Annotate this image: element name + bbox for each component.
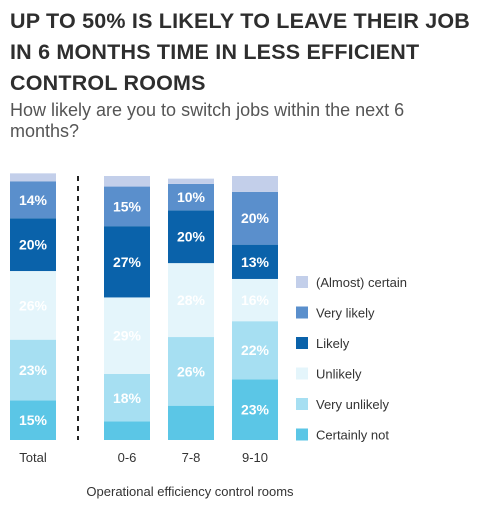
legend-swatch [296, 337, 308, 349]
bar-segment [104, 176, 150, 187]
legend-label: Very likely [316, 306, 375, 321]
data-label: 29% [113, 328, 142, 344]
bar-segment [10, 181, 56, 219]
data-label: 26% [177, 363, 206, 379]
legend-swatch [296, 276, 308, 288]
bar-segment [232, 321, 278, 380]
data-label: 15% [19, 412, 48, 428]
data-label: 22% [241, 342, 270, 358]
data-label: 28% [177, 292, 206, 308]
bar-group: 15% 23% 26% 20% 14% 18% 29% 27% 15% 26% 28% 20% 10% 2… [10, 173, 278, 440]
data-label: 20% [241, 210, 270, 226]
category-label: 7-8 [182, 450, 201, 465]
data-label: 20% [19, 237, 48, 253]
data-label: 20% [177, 229, 206, 245]
bar-segment [168, 178, 214, 184]
bar-segment [104, 297, 150, 374]
legend-label: Unlikely [316, 367, 362, 382]
data-label: 18% [113, 390, 142, 406]
data-label: 16% [241, 292, 270, 308]
bar-segment [10, 218, 56, 272]
data-label: 27% [113, 254, 142, 270]
data-label: 23% [241, 402, 270, 418]
legend-swatch [296, 306, 308, 319]
bar-segment [232, 191, 278, 245]
bar-segment [104, 186, 150, 227]
category-label: 9-10 [242, 450, 268, 465]
data-label: 13% [241, 254, 270, 270]
category-label: 0-6 [118, 450, 137, 465]
bar-segment [10, 339, 56, 401]
legend-label: Likely [316, 336, 350, 351]
legend-swatch [296, 428, 308, 441]
bar-segment [168, 210, 214, 264]
chart-title: UP TO 50% IS LIKELY TO LEAVE THEIR JOB I… [10, 9, 471, 95]
chart-subtitle: How likely are you to switch jobs within… [10, 100, 405, 141]
data-label: 14% [19, 192, 48, 208]
bar-segment [168, 405, 214, 440]
bar-segment [232, 379, 278, 440]
legend-swatch [296, 367, 308, 380]
bar-segment [104, 421, 150, 440]
legend: (Almost) certain Very likely Likely Unlikel… [296, 275, 407, 443]
legend-label: (Almost) certain [316, 275, 407, 290]
category-label: Total [19, 450, 47, 465]
legend-swatch [296, 398, 308, 410]
data-label: 23% [19, 362, 48, 378]
bar-segment [232, 244, 278, 279]
bar-segment [10, 271, 56, 340]
legend-label: Very unlikely [316, 397, 389, 412]
bar-segment [168, 337, 214, 406]
category-labels: Total 0-6 7-8 9-10 [19, 450, 268, 465]
bar-segment [104, 374, 150, 422]
x-axis-title: Operational efficiency control rooms [86, 484, 294, 499]
legend-label: Certainly not [316, 428, 389, 443]
data-label: 15% [113, 198, 142, 214]
bar-segment [104, 226, 150, 298]
bar-segment [168, 263, 214, 338]
data-label: 26% [19, 297, 48, 313]
bar-segment [10, 400, 56, 440]
bar-segment [232, 278, 278, 322]
data-label: 10% [177, 189, 206, 205]
bar-segment [232, 176, 278, 192]
bar-segment [10, 173, 56, 182]
bar-segment [168, 183, 214, 211]
